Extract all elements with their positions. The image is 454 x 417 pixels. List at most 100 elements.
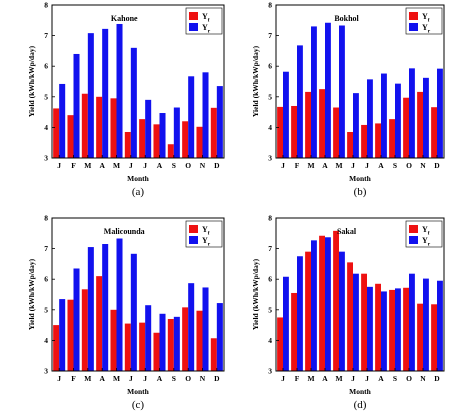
y-tick-label: 5 [268,92,272,101]
y-tick-label: 3 [268,154,272,163]
legend-label-subscript: r [208,242,211,248]
legend-label-main: Y [422,23,428,32]
bar-yf-6 [124,131,131,158]
x-tick-label: N [420,374,426,383]
bar-yf-2 [67,299,74,371]
y-tick-label: 4 [44,123,48,132]
panel-caption: (d) [354,399,367,411]
bar-yf-1 [277,317,283,371]
y-tick-label: 4 [268,123,272,132]
x-tick-label: J [365,374,369,383]
x-tick-label: M [335,374,342,383]
legend-label-yf: Yf [202,225,210,237]
bar-yf-8 [375,283,381,371]
bar-yf-12 [210,107,217,158]
bar-yf-10 [182,121,189,158]
x-tick-label: J [129,161,133,170]
plot-frame [275,217,445,372]
bar-yr-7 [145,99,152,158]
bar-yf-10 [182,307,189,371]
x-tick-label: N [420,161,426,170]
y-tick-label: 3 [44,154,48,163]
x-tick-label: M [84,374,91,383]
x-tick-label: A [157,161,163,170]
bar-yf-5 [333,107,339,158]
legend-swatch-yr [409,236,418,244]
bar-yr-1 [59,83,66,158]
legend-swatch-yr [409,23,418,31]
x-axis-label: Month [349,387,371,396]
x-tick-label: F [71,161,76,170]
legend-swatch-yf [189,225,198,233]
y-tick-label: 5 [44,305,48,314]
bar-yr-3 [311,240,317,371]
x-tick-label: O [185,161,191,170]
bar-yf-2 [67,115,74,158]
bar-yr-1 [283,276,289,371]
bar-yr-4 [325,237,331,371]
bar-yr-9 [173,316,180,371]
legend-label-subscript: f [208,231,210,237]
bar-yr-8 [381,291,387,371]
bar-yr-4 [102,28,109,159]
x-tick-label: S [172,374,176,383]
bar-yr-3 [87,247,94,371]
plot-frame [51,4,225,159]
y-axis-label: Yield (kWh/kWp/day) [27,258,36,330]
bar-yf-1 [277,106,283,158]
x-tick-label: A [378,161,384,170]
bar-yr-11 [423,77,429,158]
bar-yf-12 [210,338,217,371]
bar-yr-4 [102,244,109,371]
y-tick-label: 6 [44,62,48,71]
bar-yf-7 [139,322,146,371]
bar-yr-5 [116,23,123,158]
bar-yf-10 [403,287,409,371]
bar-yr-7 [367,79,373,158]
bar-yf-10 [403,97,409,158]
bar-yf-12 [431,107,437,158]
legend-swatch-yr [189,23,198,31]
bar-yf-5 [333,230,339,371]
legend-swatch-yf [189,12,198,20]
legend-label-main: Y [202,236,208,245]
bar-yf-3 [81,93,88,158]
bar-yr-2 [73,53,80,158]
bar-yf-1 [53,108,60,158]
x-tick-label: A [99,161,105,170]
x-tick-label: N [200,374,206,383]
panel-caption: (c) [132,399,145,411]
bar-yf-7 [361,124,367,158]
y-tick-label: 7 [44,244,48,253]
bar-yr-11 [423,278,429,371]
bar-yr-3 [311,26,317,159]
y-tick-label: 4 [44,336,48,345]
bar-yr-3 [87,33,94,158]
x-tick-label: D [434,374,440,383]
bar-yf-8 [153,124,160,158]
y-tick-label: 8 [44,1,48,10]
x-tick-label: F [71,374,76,383]
y-axis-label: Yield (kWh/kWp/day) [251,258,260,330]
y-axis-label: Yield (kWh/kWp/day) [27,45,36,117]
legend-label-main: Y [202,12,208,21]
bar-yf-11 [196,126,203,158]
bar-yf-7 [361,273,367,371]
x-tick-label: J [281,161,285,170]
bar-yr-6 [353,93,359,158]
legend-label-main: Y [202,23,208,32]
y-tick-label: 7 [268,244,272,253]
bar-yr-7 [145,305,152,371]
legend-swatch-yr [189,236,198,244]
bar-yf-6 [124,323,131,371]
x-tick-label: J [365,161,369,170]
plot-frame [51,217,225,372]
x-tick-label: A [157,374,163,383]
x-tick-label: S [393,161,397,170]
bar-yf-3 [305,251,311,371]
